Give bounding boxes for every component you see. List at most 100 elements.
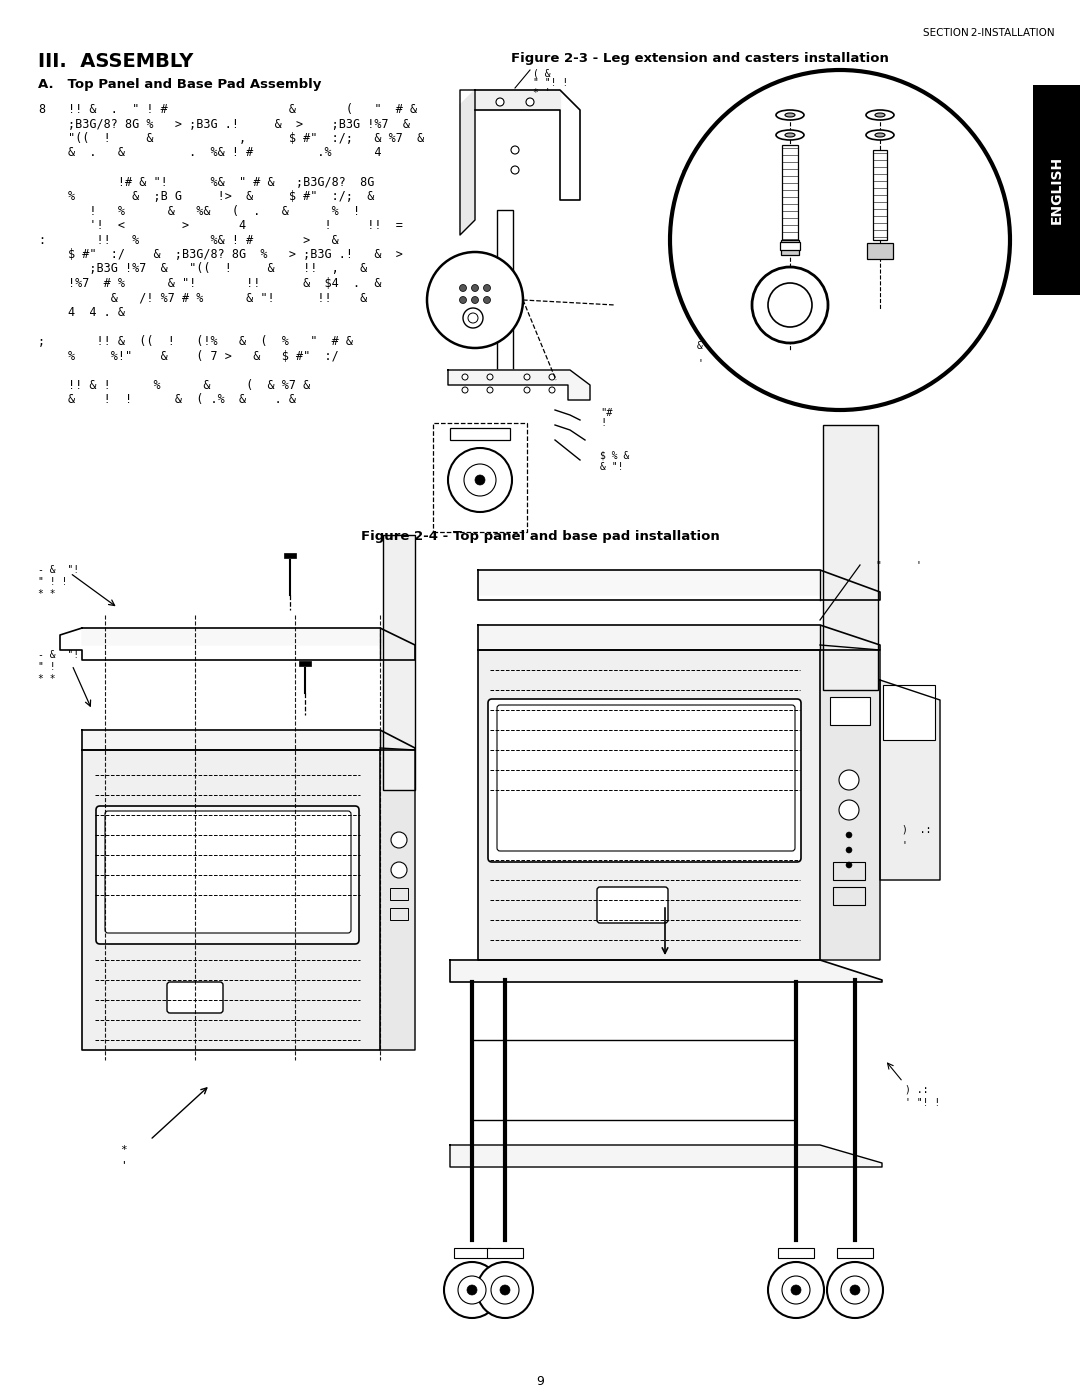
Polygon shape xyxy=(460,89,475,235)
Text: " "! !: " "! ! xyxy=(534,78,568,88)
Text: * *: * * xyxy=(38,673,56,685)
FancyBboxPatch shape xyxy=(488,698,801,862)
Text: '!  <        >       4           !     !!  =: '! < > 4 ! !! = xyxy=(68,219,403,232)
Polygon shape xyxy=(448,370,590,400)
Bar xyxy=(454,1248,490,1259)
Ellipse shape xyxy=(866,110,894,120)
Bar xyxy=(390,908,408,921)
Circle shape xyxy=(427,251,523,348)
Text: !!   %          %& ! #       >   &: !! % %& ! # > & xyxy=(68,233,339,246)
Ellipse shape xyxy=(777,110,804,120)
Circle shape xyxy=(464,464,496,496)
Text: !: ! xyxy=(680,182,686,191)
Text: ': ' xyxy=(697,358,703,367)
Text: * *: * * xyxy=(38,590,56,599)
Circle shape xyxy=(496,98,504,106)
Circle shape xyxy=(472,285,478,292)
Text: !! &  ((  !   (!%   &  (  %   "  # &: !! & (( ! (!% & ( % " # & xyxy=(68,335,353,348)
Bar xyxy=(383,535,415,789)
Bar xyxy=(778,1248,814,1259)
Text: III.  ASSEMBLY: III. ASSEMBLY xyxy=(38,52,193,71)
FancyBboxPatch shape xyxy=(597,887,669,923)
Text: 4  4 . &: 4 4 . & xyxy=(68,306,125,319)
Bar xyxy=(284,553,296,557)
Circle shape xyxy=(391,833,407,848)
Circle shape xyxy=(472,296,478,303)
Text: $ % &: $ % & xyxy=(900,193,930,203)
Circle shape xyxy=(458,1275,486,1303)
Circle shape xyxy=(850,1285,860,1295)
Text: !# & "!      %&  " # &   ;B3G/8?  8G: !# & "! %& " # & ;B3G/8? 8G xyxy=(68,176,375,189)
Text: "#: "# xyxy=(600,408,612,418)
Text: ": " xyxy=(875,560,881,570)
Text: &  .   &         .  %& ! #         .%      4: & . & . %& ! # .% 4 xyxy=(68,147,381,159)
Text: ' "! !: ' "! ! xyxy=(905,1098,941,1108)
Polygon shape xyxy=(478,624,880,648)
Text: ) .:: ) .: xyxy=(905,1085,929,1095)
Circle shape xyxy=(500,1285,510,1295)
Bar xyxy=(1032,85,1080,295)
Circle shape xyxy=(487,387,492,393)
Polygon shape xyxy=(82,750,380,1051)
Circle shape xyxy=(487,374,492,380)
Text: )  .:: ) .: xyxy=(902,826,931,835)
Text: %     %!"    &    ( 7 >   &   $ #"  :/: % %!" & ( 7 > & $ #" :/ xyxy=(68,349,339,362)
Circle shape xyxy=(468,313,478,323)
Polygon shape xyxy=(82,731,415,750)
Polygon shape xyxy=(820,645,880,960)
Bar xyxy=(837,1248,873,1259)
Text: " ! !: " ! ! xyxy=(38,577,67,587)
Text: *: * xyxy=(120,1146,126,1155)
Text: 8: 8 xyxy=(38,103,45,116)
Circle shape xyxy=(827,1261,883,1317)
Circle shape xyxy=(846,833,852,838)
Bar xyxy=(831,697,870,725)
Circle shape xyxy=(752,267,828,344)
Ellipse shape xyxy=(866,130,894,140)
Text: ;: ; xyxy=(38,335,45,348)
Text: ! ! (: ! ! ( xyxy=(697,330,727,339)
Circle shape xyxy=(475,475,485,485)
Circle shape xyxy=(839,770,859,789)
Circle shape xyxy=(484,285,490,292)
Text: & "!: & "! xyxy=(600,462,623,472)
Bar xyxy=(781,240,799,256)
Text: !: ! xyxy=(600,418,606,427)
Circle shape xyxy=(448,448,512,511)
Bar xyxy=(823,425,878,690)
Text: SECTION 2-INSTALLATION: SECTION 2-INSTALLATION xyxy=(923,28,1055,38)
Bar xyxy=(450,427,510,440)
Text: - &  "!: - & "! xyxy=(38,564,79,576)
FancyBboxPatch shape xyxy=(96,806,359,944)
Text: Figure 2-4 - Top panel and base pad installation: Figure 2-4 - Top panel and base pad inst… xyxy=(361,529,719,543)
Circle shape xyxy=(841,1275,869,1303)
Text: "((  !     &            ,      $ #"  :/;   & %7  &: "(( ! & , $ #" :/; & %7 & xyxy=(68,131,424,145)
Text: 9: 9 xyxy=(536,1375,544,1389)
Circle shape xyxy=(670,70,1010,409)
Text: - &  "!: - & "! xyxy=(38,650,79,659)
Text: & "!: & "! xyxy=(900,205,923,215)
FancyBboxPatch shape xyxy=(867,243,893,258)
Polygon shape xyxy=(478,650,820,960)
FancyBboxPatch shape xyxy=(105,812,351,933)
Bar xyxy=(833,887,865,905)
Text: ;B3G !%7  &   "((  !     &    !!  ,   &: ;B3G !%7 & "(( ! & !! , & xyxy=(68,263,367,275)
Circle shape xyxy=(511,147,519,154)
Circle shape xyxy=(484,296,490,303)
Circle shape xyxy=(444,1261,500,1317)
Bar xyxy=(497,210,513,370)
Circle shape xyxy=(768,284,812,327)
Text: Figure 2-3 - Leg extension and casters installation: Figure 2-3 - Leg extension and casters i… xyxy=(511,52,889,66)
FancyBboxPatch shape xyxy=(167,982,222,1013)
Text: ': ' xyxy=(915,560,921,570)
Circle shape xyxy=(524,374,530,380)
Bar xyxy=(782,145,798,240)
Circle shape xyxy=(791,1285,801,1295)
Bar xyxy=(873,149,887,240)
Circle shape xyxy=(467,1285,477,1295)
Ellipse shape xyxy=(777,130,804,140)
Ellipse shape xyxy=(875,113,885,117)
Circle shape xyxy=(524,387,530,393)
Ellipse shape xyxy=(875,133,885,137)
Text: !! & !      %      &     (  & %7 &: !! & ! % & ( & %7 & xyxy=(68,379,310,391)
